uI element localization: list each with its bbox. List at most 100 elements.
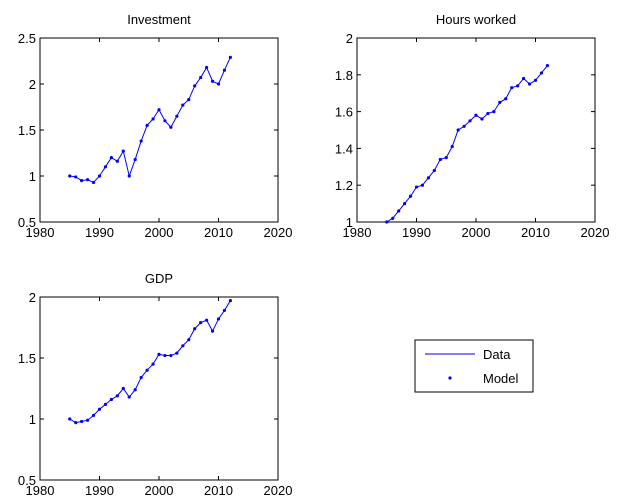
data-point (216, 82, 221, 86)
legend-box (414, 339, 534, 393)
data-point (462, 124, 466, 128)
y-tick-label: 1.5 (18, 351, 36, 366)
data-point (145, 123, 149, 127)
data-point (498, 100, 502, 104)
data-line (69, 300, 231, 424)
data-point (74, 421, 78, 425)
data-point (391, 216, 395, 220)
y-tick-label: 2.5 (18, 31, 36, 46)
legend-label: Model (483, 371, 519, 386)
data-point (222, 68, 227, 72)
data-point (115, 159, 119, 163)
data-point (169, 353, 173, 358)
data-point (68, 417, 72, 421)
data-point (175, 351, 179, 355)
y-tick-label: 1.5 (18, 123, 36, 138)
y-tick-label: 2 (29, 77, 36, 92)
data-point (414, 185, 419, 189)
x-tick-label: 2020 (264, 483, 293, 498)
data-point (139, 139, 143, 143)
data-point (468, 119, 472, 123)
x-tick-label: 2000 (145, 225, 174, 240)
data-point (545, 64, 550, 68)
data-point (86, 418, 90, 422)
data-point (474, 113, 478, 117)
y-tick-label: 1 (346, 215, 353, 230)
data-point (115, 394, 119, 398)
data-point (480, 117, 484, 121)
data-point (228, 55, 232, 59)
data-point (228, 299, 232, 303)
data-point (205, 318, 209, 322)
data-point (169, 125, 173, 129)
data-point (157, 352, 161, 356)
data-point (187, 338, 191, 342)
x-tick-label: 2020 (264, 225, 293, 240)
x-tick-label: 1980 (26, 483, 55, 498)
data-point (420, 183, 425, 187)
y-tick-label: 1 (29, 412, 36, 427)
data-point (539, 71, 544, 75)
data-point (210, 79, 215, 83)
x-tick-label: 1980 (343, 225, 372, 240)
data-point (91, 413, 96, 417)
x-tick-label: 2010 (204, 483, 233, 498)
x-tick-label: 2000 (462, 225, 491, 240)
data-point (187, 98, 191, 102)
y-tick-label: 1.2 (335, 178, 353, 193)
data-point (193, 327, 197, 331)
y-tick-label: 2 (29, 290, 36, 305)
data-point (522, 76, 526, 81)
x-tick-label: 2000 (145, 483, 174, 498)
data-point (397, 209, 401, 213)
chart-title: GDP (145, 271, 173, 286)
data-point (97, 407, 102, 411)
data-point (68, 174, 72, 178)
data-point (109, 397, 113, 402)
data-point (181, 344, 185, 348)
data-point (86, 178, 90, 182)
data-point (80, 419, 84, 424)
data-point (181, 103, 185, 107)
data-point (151, 117, 155, 121)
chart-title: Hours worked (436, 12, 516, 27)
data-point (127, 174, 131, 178)
chart-title: Investment (127, 12, 191, 27)
data-point (193, 84, 197, 88)
data-point (403, 202, 407, 206)
data-point (163, 353, 167, 358)
data-point (127, 395, 131, 399)
data-point (222, 308, 227, 313)
data-point (109, 156, 113, 160)
legend-marker (448, 376, 452, 380)
data-point (205, 65, 209, 70)
y-tick-label: 1.4 (335, 141, 353, 156)
data-point (492, 110, 496, 114)
legend-label: Data (483, 347, 511, 362)
data-point (175, 114, 179, 118)
data-point (103, 402, 108, 406)
data-point (450, 144, 454, 149)
data-point (139, 375, 143, 380)
data-point (199, 75, 203, 80)
data-point (216, 317, 221, 321)
data-point (533, 78, 538, 82)
axes-box (39, 37, 279, 223)
x-tick-label: 1980 (26, 225, 55, 240)
data-point (121, 149, 125, 153)
data-point (516, 84, 520, 88)
x-tick-label: 2010 (204, 225, 233, 240)
y-tick-label: 1 (29, 169, 36, 184)
data-point (408, 194, 413, 198)
axes-box (356, 37, 596, 223)
data-point (438, 157, 442, 162)
data-point (103, 165, 108, 169)
data-point (210, 329, 215, 333)
data-point (385, 220, 389, 224)
data-point (444, 156, 448, 160)
data-point (432, 168, 436, 173)
data-point (486, 111, 490, 116)
data-point (426, 176, 430, 180)
data-point (504, 97, 508, 101)
